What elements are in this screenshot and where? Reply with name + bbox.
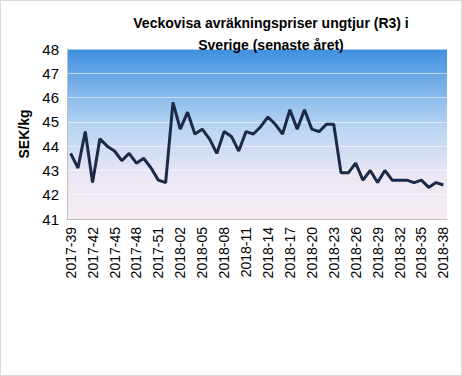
svg-text:2018-26: 2018-26 bbox=[348, 227, 364, 279]
svg-text:2018-32: 2018-32 bbox=[392, 227, 408, 279]
svg-text:42: 42 bbox=[42, 186, 59, 203]
svg-text:Sverige (senaste året): Sverige (senaste året) bbox=[198, 37, 344, 53]
svg-text:2018-38: 2018-38 bbox=[435, 227, 451, 279]
svg-text:2017-42: 2017-42 bbox=[85, 227, 101, 279]
svg-text:48: 48 bbox=[42, 41, 59, 58]
svg-text:2018-08: 2018-08 bbox=[216, 227, 232, 279]
svg-text:2018-11: 2018-11 bbox=[238, 227, 254, 278]
svg-text:41: 41 bbox=[42, 211, 59, 228]
svg-text:2017-48: 2017-48 bbox=[128, 227, 144, 279]
svg-text:2018-02: 2018-02 bbox=[172, 227, 188, 279]
svg-text:2018-17: 2018-17 bbox=[282, 227, 298, 279]
svg-text:45: 45 bbox=[42, 113, 59, 130]
svg-text:SEK/kg: SEK/kg bbox=[16, 109, 32, 158]
svg-text:2018-14: 2018-14 bbox=[260, 227, 276, 279]
svg-text:2018-35: 2018-35 bbox=[413, 227, 429, 279]
svg-text:Veckovisa avräkningspriser ung: Veckovisa avräkningspriser ungtjur (R3) … bbox=[133, 15, 408, 31]
svg-text:43: 43 bbox=[42, 162, 59, 179]
svg-text:2018-23: 2018-23 bbox=[326, 227, 342, 279]
svg-text:2017-39: 2017-39 bbox=[63, 227, 79, 279]
svg-text:2018-20: 2018-20 bbox=[304, 227, 320, 279]
svg-text:2018-29: 2018-29 bbox=[370, 227, 386, 279]
svg-text:44: 44 bbox=[42, 138, 59, 155]
svg-text:2017-51: 2017-51 bbox=[150, 227, 166, 279]
svg-text:2018-05: 2018-05 bbox=[194, 227, 210, 279]
svg-text:46: 46 bbox=[42, 89, 59, 106]
svg-text:2017-45: 2017-45 bbox=[107, 227, 123, 279]
svg-text:47: 47 bbox=[42, 65, 59, 82]
